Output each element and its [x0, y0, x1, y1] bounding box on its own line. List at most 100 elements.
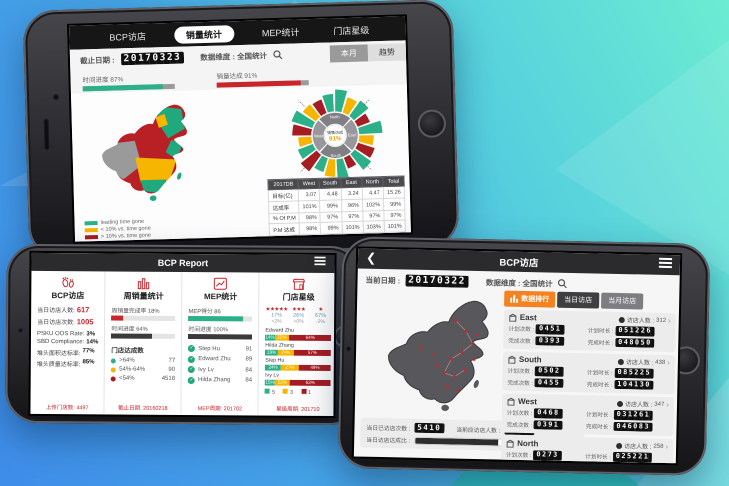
person-name: Hilda Zhang [265, 342, 294, 349]
menu-icon[interactable] [658, 261, 672, 265]
time-progress-label: 时间进度 87% [82, 76, 124, 85]
report-title: BCP Report [157, 257, 209, 269]
time-progress: 时间进度 87% [82, 72, 175, 92]
tab-mep-stats[interactable]: MEP统计 [261, 26, 300, 38]
region-card-north[interactable]: North 访店人数 :258 › 计划次数 :0273 计划时长 :025221… [500, 435, 674, 464]
tab-daily-visits[interactable]: 当日访店 [557, 292, 600, 309]
date-display: 20170323 [120, 51, 185, 66]
sunburst-axis-line [364, 98, 370, 105]
sunburst-petal [354, 113, 370, 127]
sales-content: leading time gone < 10% vs. time gone > … [70, 83, 411, 242]
store-icon [508, 355, 516, 364]
sunburst-petal [355, 142, 375, 158]
month-button[interactable]: 本月 [329, 43, 369, 62]
plan-time-display: 051226 [615, 326, 656, 337]
person-name: Ivy Lv [265, 372, 279, 379]
col-footer: 截止日期: 20160218 [118, 405, 168, 412]
mep-score-bar [188, 316, 253, 322]
sales-sunburst-chart[interactable]: 销售达成 91% North East South West [283, 83, 388, 188]
visit-main: 当日已访店次数 : 5410 当前应访店人数 : 0982 当日访店达成比 : … [354, 288, 679, 464]
back-icon[interactable]: ❮ [365, 250, 377, 265]
people-icon [616, 442, 623, 449]
bcp-report-screen: BCP Report BCP访店 当日访店人数: 617 当日访店次数: 1005 … [30, 252, 335, 417]
people-icon [616, 400, 624, 407]
tab-bcp-visits[interactable]: BCP访店 [109, 31, 147, 43]
sunburst-region-west [312, 120, 327, 152]
search-icon[interactable] [273, 50, 283, 60]
done-count-display: 0391 [533, 420, 563, 431]
region-card-south[interactable]: South 访店人数 :438 › 计划次数 :0502 计划时长 :085225… [502, 351, 676, 395]
done-count-display: 0206 [533, 461, 562, 464]
menu-icon[interactable] [314, 260, 326, 262]
region-card-east[interactable]: East 访店人数 :312 › 计划次数 :0451 计划时长 :051226 … [503, 310, 676, 353]
star-group: ★★★★★ 17% <2% [265, 306, 288, 325]
sunburst-petal [292, 124, 312, 136]
bar-chart-icon [138, 278, 150, 290]
report-col-store-rating: 门店星级 ★★★★★ 17% <2% ★★★ 26% +0% ★ 67% -2% Edwar… [259, 273, 335, 416]
visit-toolbar: 当前日期 : 20170322 数据维度 : 全国统计 [357, 269, 679, 295]
report-header: BCP Report [31, 252, 335, 274]
phone-speaker [43, 118, 50, 151]
col-title: 门店星级 [282, 292, 315, 302]
phone-camera [52, 94, 60, 101]
home-button[interactable] [417, 109, 447, 139]
sales-progress-label: 销量达成 91% [216, 72, 258, 81]
done-count-display: 0455 [534, 378, 564, 389]
china-visit-map[interactable] [357, 284, 568, 428]
top-toolbar: 截止日期 : 20170323 数据维度 : 全国统计 本月 趋势 [69, 40, 407, 72]
subsection-title: 门店达成数 [111, 347, 144, 355]
mep-person-row: ✓ Ivy Lv 84 [188, 366, 253, 374]
region-panel-controls: 数据排行 当日访店 当月访店 [504, 291, 676, 311]
sunburst-petal [343, 154, 357, 169]
people-icon [617, 358, 624, 365]
stacked-bar: 24% 27% 49% [265, 364, 332, 372]
bar-label: 时间进度 64% [111, 326, 148, 333]
sunburst-region-south [320, 143, 352, 158]
col-title: BCP访店 [51, 291, 85, 301]
tab-monthly-visits[interactable]: 当月访店 [601, 293, 644, 310]
region-card-west[interactable]: West 访店人数 :347 › 计划次数 :0468 计划时长 :031261 … [501, 393, 675, 437]
sunburst-axis-line [298, 100, 305, 107]
plan-count-display: 0273 [533, 450, 562, 461]
sunburst-region-label: North [330, 114, 340, 119]
region-panel: 数据排行 当日访店 当月访店 East 访店人数 :312 › 计划 [500, 291, 676, 464]
star-group: ★ 67% -2% [315, 306, 327, 325]
sunburst-axis-line [365, 164, 372, 171]
people-count-label: 当前应访店人数 : [456, 427, 501, 435]
sunburst-petal [324, 158, 336, 177]
stacked-bar: 15% 22% 63% [265, 379, 332, 387]
china-sales-map[interactable] [75, 89, 256, 216]
bar-label: 周销量完成率 18% [111, 308, 160, 315]
sunburst-region-label: South [330, 153, 341, 158]
trend-button[interactable]: 趋势 [367, 42, 407, 61]
col-title: 周销量统计 [123, 291, 164, 301]
sunburst-petal [336, 158, 350, 182]
rating-legend: 5 3 1 [264, 388, 331, 396]
kpi-row: SBD Compliance: 14% [36, 338, 99, 346]
done-count-display: 0393 [535, 336, 565, 347]
kpi-row: PSKU OOS Rate: 3% [36, 330, 96, 337]
tab-store-rating[interactable]: 门店星级 [333, 24, 370, 36]
visit-title: BCP访店 [499, 257, 539, 270]
sunburst-petal [291, 110, 316, 128]
col-title: MEP统计 [203, 292, 238, 302]
phone-camera [346, 346, 352, 352]
rank-button[interactable]: 数据排行 [504, 291, 556, 309]
table-row: P.M 达成 98% 99% 101% 103% 101% [269, 219, 406, 236]
sunburst-region-label: East [348, 132, 357, 137]
phone-camera [18, 327, 24, 333]
store-icon [507, 397, 515, 406]
kpi-row: 当日访店次数: 1005 [37, 316, 94, 326]
visit-tracking-screen: ❮ BCP访店 当前日期 : 20170322 数据维度 : 全国统计 [353, 248, 681, 464]
plan-time-display: 025221 [612, 452, 653, 463]
sunburst-petal [322, 93, 334, 113]
done-time-display: 104130 [614, 379, 654, 391]
stacked-bar: 19% 24% 57% [265, 349, 332, 357]
bg-triangle [555, 40, 729, 275]
sunburst-petal [358, 120, 383, 135]
visits-count-display: 5410 [414, 422, 445, 434]
tab-sales-stats[interactable]: 销量统计 [173, 24, 235, 44]
stacked-bar: 14% 22% 64% [265, 334, 332, 342]
plan-count-display: 0502 [535, 366, 564, 377]
search-icon[interactable] [557, 279, 567, 289]
